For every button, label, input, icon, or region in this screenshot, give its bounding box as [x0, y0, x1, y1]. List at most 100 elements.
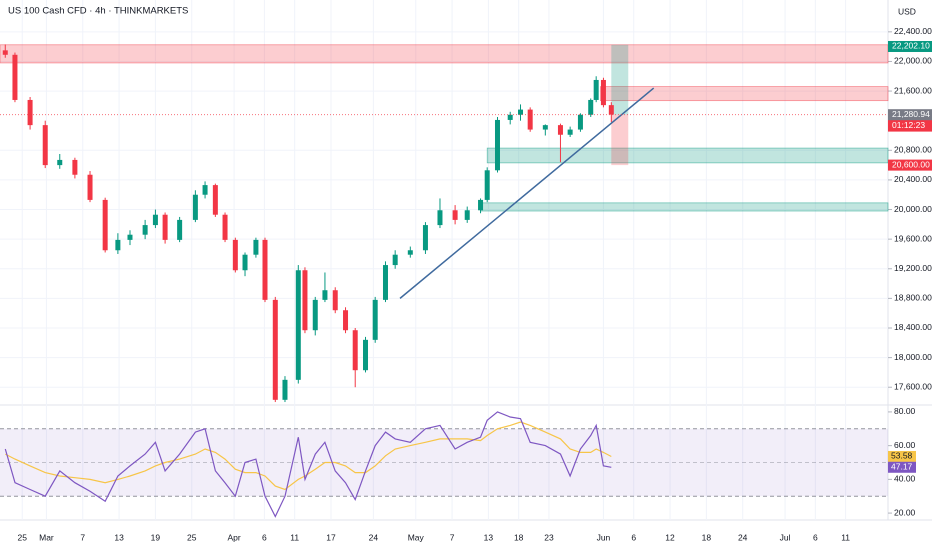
candle-body — [343, 310, 349, 331]
candle-body — [588, 99, 594, 115]
candle-body — [372, 299, 378, 340]
x-tick-label: 11 — [290, 532, 299, 542]
x-tick-label: Mar — [39, 532, 54, 542]
position-target — [611, 44, 629, 115]
y-tick-label: 20,800.00 — [894, 145, 932, 155]
candle-body — [437, 210, 443, 226]
candle-body — [242, 254, 248, 271]
x-tick-label: 19 — [151, 532, 161, 542]
candle-body — [593, 79, 599, 100]
candle-body — [272, 299, 278, 400]
candle-body — [608, 105, 614, 115]
candle-body — [422, 225, 428, 251]
x-tick-label: 7 — [80, 532, 85, 542]
y-tick-label: 20,000.00 — [894, 204, 932, 214]
candle-body — [392, 254, 398, 266]
candle-body — [478, 199, 484, 211]
zone — [480, 202, 889, 212]
price-badge — [888, 109, 932, 121]
y-tick-label: 18,400.00 — [894, 322, 932, 332]
x-tick-label: 18 — [702, 532, 712, 542]
x-tick-label: 18 — [514, 532, 524, 542]
currency-label: USD — [898, 6, 916, 16]
candle-body — [72, 159, 78, 175]
candle-body — [282, 379, 288, 400]
zone — [0, 44, 889, 64]
candle-body — [232, 239, 238, 271]
candle-body — [577, 114, 583, 130]
candle-body — [253, 239, 259, 255]
position-stop — [611, 114, 629, 166]
y-tick-label: 18,000.00 — [894, 352, 932, 362]
zone — [600, 86, 889, 102]
y-tick-label: 19,200.00 — [894, 263, 932, 273]
candle-body — [152, 214, 158, 226]
x-tick-label: 12 — [665, 532, 675, 542]
candle-body — [600, 79, 606, 106]
candle-body — [2, 50, 8, 55]
x-tick-label: 6 — [631, 532, 636, 542]
y-tick-label: 22,000.00 — [894, 56, 932, 66]
x-tick-label: 13 — [114, 532, 124, 542]
candle-body — [222, 214, 228, 240]
rsi-band — [0, 428, 888, 497]
x-tick-label: 7 — [450, 532, 455, 542]
candle-body — [507, 114, 513, 120]
candle-body — [382, 265, 388, 300]
candle-body — [115, 239, 121, 251]
x-tick-label: Jul — [780, 532, 791, 542]
x-tick-label: 11 — [841, 532, 850, 542]
candle-body — [352, 330, 358, 371]
price-badge-label: 22,202.10 — [892, 41, 930, 51]
symbol-title: US 100 Cash CFD · 4h · THINKMARKETS — [8, 6, 188, 17]
price-badge — [888, 40, 932, 52]
candle-body — [332, 290, 338, 311]
candle-body — [212, 185, 218, 215]
y-tick-label: 22,400.00 — [894, 26, 932, 36]
y-tick-label: 20.00 — [894, 507, 916, 517]
candle-body — [202, 185, 208, 195]
value-badge — [888, 461, 916, 473]
value-badge-label: 47.17 — [891, 462, 913, 472]
x-tick-label: May — [408, 532, 425, 542]
candle-body — [542, 125, 548, 130]
trendline — [399, 87, 655, 299]
candle-body — [102, 199, 108, 251]
x-tick-label: 6 — [813, 532, 818, 542]
candle-body — [557, 125, 563, 135]
y-tick-label: 21,600.00 — [894, 85, 932, 95]
price-badge — [888, 159, 932, 171]
candle-body — [192, 194, 198, 220]
value-badge — [888, 450, 916, 462]
price-badge-label: 20,600.00 — [892, 159, 930, 169]
candle-body — [262, 239, 268, 300]
candle-body — [363, 339, 369, 371]
x-tick-label: 23 — [544, 532, 554, 542]
candle-body — [527, 109, 533, 130]
x-tick-label: 25 — [17, 532, 27, 542]
x-tick-label: 17 — [326, 532, 336, 542]
x-tick-label: Jun — [597, 532, 611, 542]
rsi-line — [4, 411, 612, 518]
candle-body — [452, 210, 458, 220]
x-tick-label: Apr — [228, 532, 241, 542]
candle-body — [12, 54, 18, 100]
candle-body — [177, 219, 183, 240]
candle-body — [312, 299, 318, 331]
candle-body — [567, 129, 573, 135]
price-badge-label: 21,280.94 — [892, 109, 930, 119]
candle-body — [302, 270, 308, 331]
candle-body — [295, 270, 301, 380]
y-tick-label: 40.00 — [894, 474, 916, 484]
x-tick-label: 24 — [738, 532, 748, 542]
y-tick-label: 18,800.00 — [894, 293, 932, 303]
x-tick-label: 6 — [262, 532, 267, 542]
y-tick-label: 80.00 — [894, 406, 916, 416]
candle-body — [162, 214, 168, 240]
candle-body — [484, 170, 490, 200]
candle-body — [87, 174, 93, 200]
candle-body — [517, 109, 523, 115]
candle-body — [494, 119, 500, 171]
candle-body — [407, 250, 413, 255]
